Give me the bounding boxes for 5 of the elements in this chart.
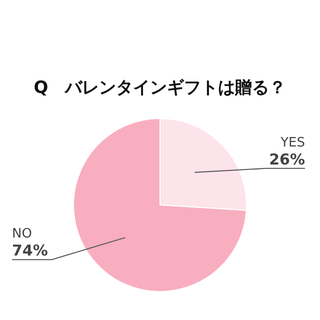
slice-label: NO — [12, 226, 32, 242]
data-label: 26% — [269, 150, 305, 168]
data-label: 74% — [12, 242, 48, 260]
slice-label: YES — [280, 135, 305, 150]
chart-title: Q バレンタインギフトは贈る？ — [32, 77, 288, 99]
